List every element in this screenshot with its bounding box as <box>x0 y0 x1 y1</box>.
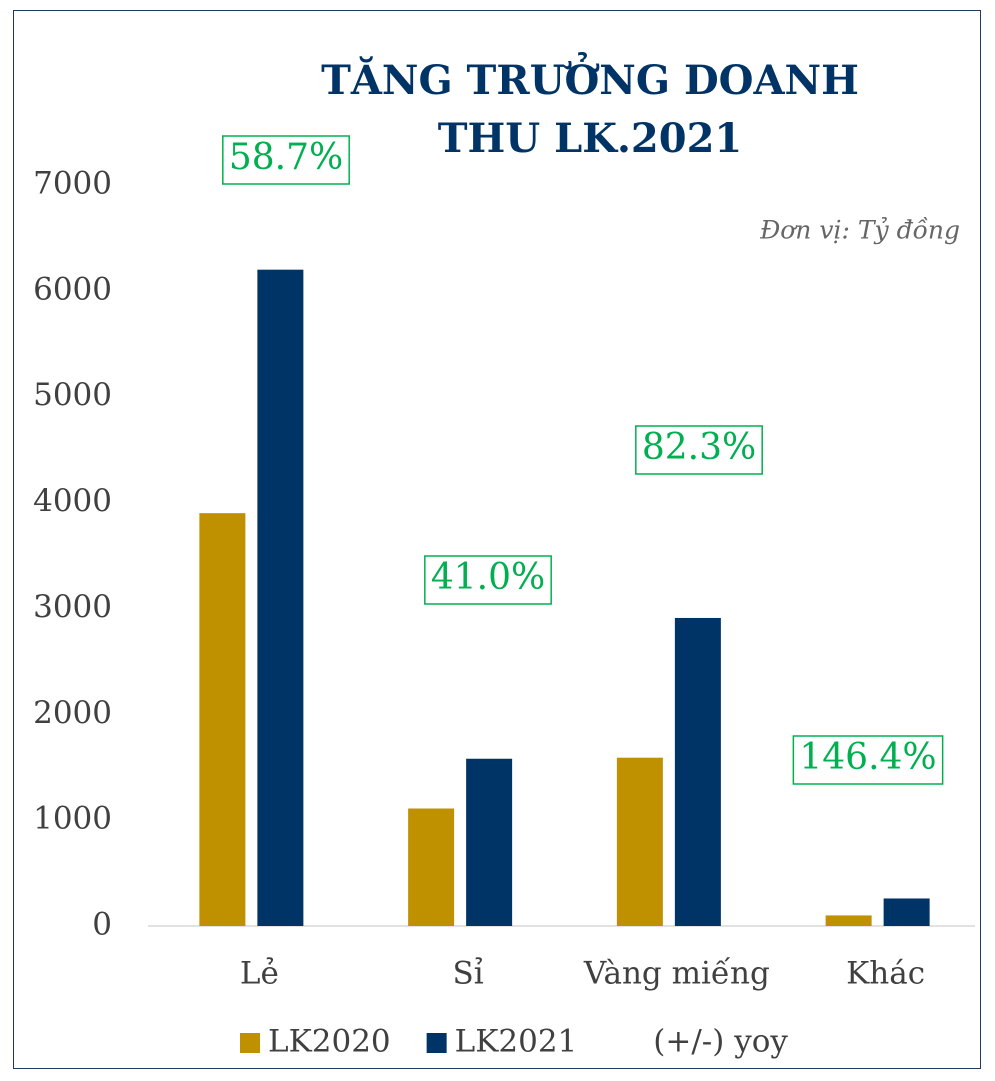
bar <box>616 757 663 926</box>
bar <box>466 758 513 926</box>
bar <box>199 513 246 926</box>
legend-label: (+/-) yoy <box>653 1024 788 1060</box>
chart-frame <box>13 10 981 1069</box>
yoy-box <box>635 425 763 475</box>
legend-swatch <box>240 1033 260 1053</box>
bar <box>674 617 721 926</box>
yoy-box <box>222 135 350 185</box>
yoy-box <box>792 735 944 785</box>
bar <box>408 808 455 926</box>
chart-subtitle: Đơn vị: Tỷ đồng <box>759 216 960 245</box>
y-tick-label: 1000 <box>33 801 112 837</box>
bar <box>825 915 872 926</box>
x-tick-label: Khác <box>846 956 925 992</box>
y-tick-label: 3000 <box>33 589 112 625</box>
yoy-label: 146.4% <box>799 737 936 778</box>
legend-swatch <box>426 1033 447 1053</box>
x-tick-label: Lẻ <box>240 956 279 992</box>
x-tick-label: Sỉ <box>453 956 484 992</box>
bar <box>883 898 930 926</box>
y-tick-label: 6000 <box>33 271 112 307</box>
yoy-label: 58.7% <box>229 137 343 178</box>
y-tick-label: 2000 <box>33 695 112 731</box>
legend-label: LK2020 <box>268 1024 391 1060</box>
y-tick-label: 5000 <box>33 377 112 413</box>
y-tick-label: 0 <box>92 907 112 943</box>
bar <box>257 269 304 927</box>
y-tick-label: 7000 <box>33 166 112 202</box>
chart-title: TĂNG TRƯỞNG DOANH THU LK.2021 <box>321 57 859 162</box>
yoy-box <box>424 555 552 605</box>
legend-label: LK2021 <box>455 1024 578 1060</box>
x-tick-label: Vàng miếng <box>583 956 770 992</box>
yoy-label: 41.0% <box>431 557 545 598</box>
yoy-label: 82.3% <box>642 427 756 468</box>
y-tick-label: 4000 <box>33 483 112 519</box>
